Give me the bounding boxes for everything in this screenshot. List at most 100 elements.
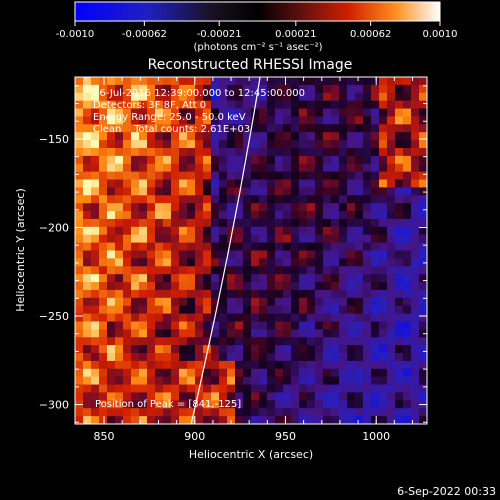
heatmap-pixel xyxy=(419,368,427,378)
heatmap-pixel xyxy=(227,337,236,346)
heatmap-pixel xyxy=(179,360,188,370)
heatmap-pixel xyxy=(163,163,172,173)
heatmap-pixel xyxy=(323,384,332,393)
heatmap-pixel xyxy=(163,368,172,378)
heatmap-pixel xyxy=(323,147,332,157)
heatmap-pixel xyxy=(355,203,364,212)
heatmap-pixel xyxy=(323,100,332,109)
heatmap-pixel xyxy=(315,384,324,393)
heatmap-pixel xyxy=(331,179,340,188)
heatmap-pixel xyxy=(227,297,236,307)
heatmap-pixel xyxy=(123,289,132,299)
heatmap-pixel xyxy=(219,368,228,378)
heatmap-pixel xyxy=(171,345,180,354)
heatmap-pixel xyxy=(411,337,420,346)
heatmap-pixel xyxy=(83,163,92,173)
heatmap-pixel xyxy=(107,242,116,251)
heatmap-pixel xyxy=(227,179,236,188)
heatmap-pixel xyxy=(107,321,116,330)
heatmap-pixel xyxy=(395,321,404,330)
heatmap-pixel xyxy=(75,226,84,236)
heatmap-pixel xyxy=(419,195,427,204)
heatmap-pixel xyxy=(115,211,124,220)
heatmap-pixel xyxy=(123,132,132,141)
heatmap-pixel xyxy=(195,77,204,86)
heatmap-pixel xyxy=(107,297,116,307)
heatmap-pixel xyxy=(195,155,204,165)
heatmap-pixel xyxy=(243,400,252,409)
heatmap-pixel xyxy=(131,376,140,385)
heatmap-pixel xyxy=(115,84,124,94)
heatmap-pixel xyxy=(227,321,236,330)
heatmap-pixel xyxy=(395,329,404,338)
heatmap-pixel xyxy=(243,384,252,393)
heatmap-pixel xyxy=(99,376,108,385)
heatmap-pixel xyxy=(307,124,316,133)
heatmap-pixel xyxy=(299,329,308,338)
heatmap-pixel xyxy=(235,337,244,346)
heatmap-pixel xyxy=(179,376,188,385)
heatmap-pixel xyxy=(235,84,244,94)
heatmap-pixel xyxy=(403,368,412,378)
y-tick-label: −150 xyxy=(39,133,69,146)
heatmap-pixel xyxy=(259,226,268,236)
heatmap-pixel xyxy=(379,77,388,86)
heatmap-pixel xyxy=(171,258,180,267)
heatmap-pixel xyxy=(251,258,260,267)
heatmap-pixel xyxy=(163,408,172,417)
heatmap-pixel xyxy=(387,211,396,220)
heatmap-pixel xyxy=(139,313,148,322)
heatmap-pixel xyxy=(227,329,236,338)
heatmap-pixel xyxy=(139,266,148,275)
heatmap-pixel xyxy=(163,242,172,251)
heatmap-pixel xyxy=(163,313,172,322)
heatmap-pixel xyxy=(227,282,236,291)
heatmap-pixel xyxy=(283,376,292,385)
heatmap-pixel xyxy=(163,360,172,370)
heatmap-pixel xyxy=(131,132,140,141)
heatmap-pixel xyxy=(315,360,324,370)
heatmap-pixel xyxy=(219,297,228,307)
colorbar xyxy=(74,1,441,22)
heatmap-pixel xyxy=(91,211,100,220)
heatmap-pixel xyxy=(307,353,316,362)
heatmap-pixel xyxy=(363,211,372,220)
heatmap-pixel xyxy=(291,195,300,204)
heatmap-pixel xyxy=(115,416,124,424)
heatmap-pixel xyxy=(99,408,108,417)
heatmap-pixel xyxy=(147,211,156,220)
heatmap-pixel xyxy=(115,234,124,244)
heatmap-pixel xyxy=(395,360,404,370)
heatmap-pixel xyxy=(275,108,284,117)
heatmap-pixel xyxy=(171,108,180,117)
heatmap-pixel xyxy=(171,226,180,236)
heatmap-pixel xyxy=(227,368,236,378)
heatmap-pixel xyxy=(123,250,132,259)
heatmap-pixel xyxy=(139,124,148,133)
heatmap-pixel xyxy=(371,408,380,417)
heatmap-pixel xyxy=(179,305,188,314)
heatmap-pixel xyxy=(131,179,140,188)
heatmap-pixel xyxy=(115,274,124,283)
heatmap-pixel xyxy=(355,313,364,322)
heatmap-pixel xyxy=(403,321,412,330)
heatmap-pixel xyxy=(347,242,356,251)
heatmap-pixel xyxy=(155,155,164,165)
heatmap-pixel xyxy=(107,266,116,275)
heatmap-pixel xyxy=(339,313,348,322)
heatmap-pixel xyxy=(243,392,252,401)
heatmap-pixel xyxy=(235,360,244,370)
heatmap-pixel xyxy=(243,416,252,424)
heatmap-pixel xyxy=(307,211,316,220)
heatmap-pixel xyxy=(387,250,396,259)
heatmap-pixel xyxy=(195,266,204,275)
heatmap-pixel xyxy=(91,132,100,141)
heatmap-pixel xyxy=(379,321,388,330)
heatmap-pixel xyxy=(267,171,276,180)
heatmap-pixel xyxy=(251,416,260,424)
heatmap-pixel xyxy=(395,92,404,102)
heatmap-pixel xyxy=(75,408,84,417)
heatmap-pixel xyxy=(219,100,228,109)
heatmap-pixel xyxy=(179,408,188,417)
heatmap-pixel xyxy=(419,116,427,125)
